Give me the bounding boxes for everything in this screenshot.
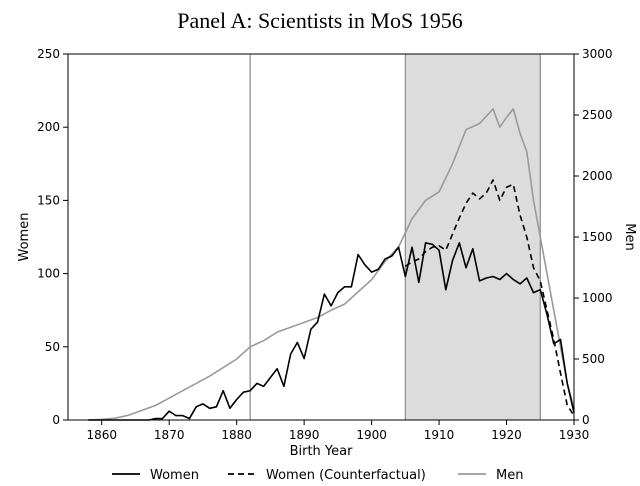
y-left-tick-label-250: 250 — [37, 47, 60, 61]
x-tick-label-1860: 1860 — [86, 428, 117, 442]
y-right-tick-label-0: 0 — [582, 413, 590, 427]
y-right-tick-label-3000: 3000 — [582, 47, 613, 61]
legend-label-women-counterfactual: Women (Counterfactual) — [266, 468, 426, 483]
y-left-tick-label-50: 50 — [45, 340, 60, 354]
y-right-tick-label-500: 500 — [582, 352, 605, 366]
y-right-tick-label-2500: 2500 — [582, 108, 613, 122]
y-right-tick-label-1000: 1000 — [582, 291, 613, 305]
y-axis-left: 0 50 100 150 200 250 — [37, 47, 68, 427]
y-left-tick-label-200: 200 — [37, 120, 60, 134]
legend-label-women: Women — [150, 468, 199, 483]
series-line-men — [88, 108, 575, 421]
x-tick-label-1890: 1890 — [289, 428, 320, 442]
shading-layer — [405, 54, 541, 420]
chart-title: Panel A: Scientists in MoS 1956 — [177, 8, 462, 33]
series-line-women — [88, 242, 575, 421]
y-left-tick-label-0: 0 — [52, 413, 60, 427]
y-left-tick-label-150: 150 — [37, 193, 60, 207]
series-line-women-counterfactual — [404, 179, 575, 417]
y-axis-right: 0 500 1000 1500 2000 2500 3000 — [574, 47, 613, 427]
y-right-tick-label-2000: 2000 — [582, 169, 613, 183]
x-tick-label-1870: 1870 — [154, 428, 185, 442]
y-left-tick-label-100: 100 — [37, 267, 60, 281]
series-layer — [88, 108, 575, 421]
legend-label-men: Men — [496, 468, 523, 483]
x-axis-label: Birth Year — [290, 444, 354, 459]
x-tick-label-1930: 1930 — [559, 428, 590, 442]
y-right-tick-label-1500: 1500 — [582, 230, 613, 244]
x-tick-label-1880: 1880 — [221, 428, 252, 442]
shaded-region — [405, 54, 541, 420]
x-tick-label-1900: 1900 — [356, 428, 387, 442]
x-tick-label-1920: 1920 — [491, 428, 522, 442]
y-axis-right-label: Men — [622, 223, 637, 250]
x-tick-label-1910: 1910 — [424, 428, 455, 442]
y-axis-left-label: Women — [17, 213, 32, 262]
legend: Women Women (Counterfactual) Men — [112, 468, 523, 483]
x-axis: 1860 1870 1880 1890 1900 1910 1920 1930 — [86, 420, 589, 442]
